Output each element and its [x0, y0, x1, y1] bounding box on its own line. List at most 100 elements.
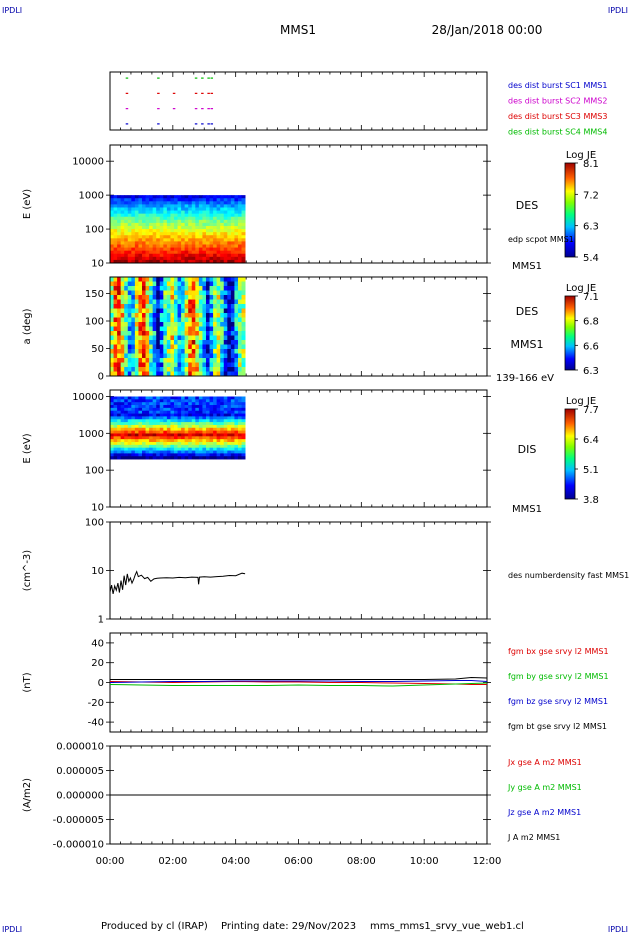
- des_energy-cell: [223, 198, 228, 202]
- des_energy-cell: [213, 222, 218, 227]
- des_pitch-cell: [202, 358, 207, 363]
- des_energy-cell: [191, 244, 196, 248]
- des_energy-cell: [149, 222, 154, 227]
- des_energy-cell: [198, 222, 203, 227]
- des_energy-cell: [149, 204, 154, 208]
- dis_energy-cell: [220, 436, 225, 440]
- dis_energy-cell: [117, 402, 122, 406]
- des_energy-cell: [170, 222, 175, 227]
- des_pitch-cell: [131, 304, 136, 309]
- des_energy-cell: [113, 207, 118, 211]
- des_energy-cell: [166, 247, 171, 252]
- des_pitch-cell: [181, 353, 186, 359]
- des_energy-cell: [202, 241, 207, 245]
- des_pitch-cell: [184, 358, 189, 363]
- dis_energy-cell: [234, 436, 239, 440]
- dis_energy-cell: [138, 450, 143, 454]
- dis_energy-cell: [205, 402, 210, 406]
- dis_energy-cell: [181, 419, 186, 423]
- des_energy-cell: [184, 256, 189, 261]
- dis_energy-cell: [127, 450, 132, 454]
- des_energy-cell: [170, 241, 175, 245]
- dis_energy-cell: [205, 433, 210, 437]
- des_energy-cell: [152, 210, 157, 215]
- des_pitch-cell: [142, 358, 146, 363]
- des_pitch-cell: [156, 277, 161, 282]
- des_pitch-cell: [152, 299, 157, 305]
- des_energy-cell: [113, 201, 118, 205]
- des_pitch-cell: [198, 304, 203, 309]
- dis_energy-frame-overlay: [109, 389, 488, 508]
- des_energy-cell: [145, 235, 150, 239]
- des_energy-cell: [188, 195, 193, 199]
- des_pitch-cell: [149, 367, 154, 372]
- des_pitch-cell: [145, 349, 150, 354]
- dis_energy-cell: [198, 405, 203, 409]
- des_energy-cell: [131, 256, 136, 261]
- dis_energy-cell: [181, 410, 186, 414]
- des_energy-cell: [173, 253, 178, 258]
- dis_energy-cell: [191, 399, 196, 403]
- dis_energy-cell: [138, 453, 143, 457]
- des_pitch-cell: [134, 277, 139, 282]
- dis_energy-cell: [142, 402, 146, 406]
- des_energy-cell: [230, 229, 235, 233]
- des_pitch-cell: [230, 308, 235, 314]
- des_pitch-cell: [191, 304, 196, 309]
- des_energy-cell: [110, 222, 114, 227]
- des_pitch-cell: [202, 344, 207, 350]
- des_energy-cell: [134, 219, 139, 224]
- dis_energy-cell: [184, 422, 189, 426]
- dis_energy-cell: [216, 407, 221, 412]
- des_pitch-ytick-label: 150: [85, 289, 104, 300]
- dis_energy-cell: [205, 405, 210, 409]
- des_energy-cell: [113, 225, 118, 230]
- des_energy-cell: [234, 198, 239, 202]
- des_pitch-cell: [227, 277, 232, 282]
- dis_energy-cell: [237, 396, 242, 400]
- des_energy-cell: [205, 229, 210, 233]
- des_energy-cell: [163, 219, 168, 224]
- des_energy-cell: [142, 229, 146, 233]
- des_pitch-cell: [205, 331, 210, 336]
- des_energy-cell: [159, 250, 164, 255]
- dis_energy-cell: [166, 424, 171, 429]
- des_energy-cell: [184, 235, 189, 239]
- des_energy-cell: [166, 201, 171, 205]
- des_pitch-cell: [177, 286, 182, 291]
- des_energy-cell: [166, 244, 171, 248]
- dis_energy-cell: [163, 405, 168, 409]
- dis_energy-cell: [234, 453, 239, 457]
- dis_energy-cell: [198, 396, 203, 400]
- dis_energy-cell: [117, 450, 122, 454]
- dis_energy-cell: [117, 405, 122, 409]
- dis_energy-cell: [163, 424, 168, 429]
- des_pitch-cell: [156, 308, 161, 314]
- des_pitch-cell: [127, 322, 132, 327]
- dis_energy-cell: [134, 456, 139, 460]
- des_pitch-cell: [205, 371, 210, 377]
- des_pitch-cell: [191, 367, 196, 372]
- fgm-ytick-label: 20: [91, 658, 104, 669]
- dis_energy-cell: [181, 447, 186, 451]
- dis_energy-cell: [216, 422, 221, 426]
- des_energy-cell: [181, 210, 186, 215]
- des_pitch-cell: [191, 295, 196, 300]
- dis_energy-cell: [198, 442, 203, 446]
- dis_energy-cell: [163, 416, 168, 420]
- des_pitch-cell: [181, 358, 186, 363]
- dis_energy-cell: [124, 436, 129, 440]
- des_pitch-cell: [184, 308, 189, 314]
- des_pitch-cell: [131, 353, 136, 359]
- des_pitch-cell: [149, 344, 154, 350]
- des_pitch-cell: [241, 308, 246, 314]
- des_energy-cell: [216, 232, 221, 236]
- des_pitch-cell: [195, 281, 200, 287]
- des_pitch-cell: [149, 340, 154, 345]
- dis_energy-cell: [181, 436, 186, 440]
- des_energy-cell: [159, 219, 164, 224]
- des_pitch-cell: [202, 277, 207, 282]
- dis_energy-cell: [152, 436, 157, 440]
- des_energy-cell: [170, 232, 175, 236]
- des_pitch-cell: [173, 331, 178, 336]
